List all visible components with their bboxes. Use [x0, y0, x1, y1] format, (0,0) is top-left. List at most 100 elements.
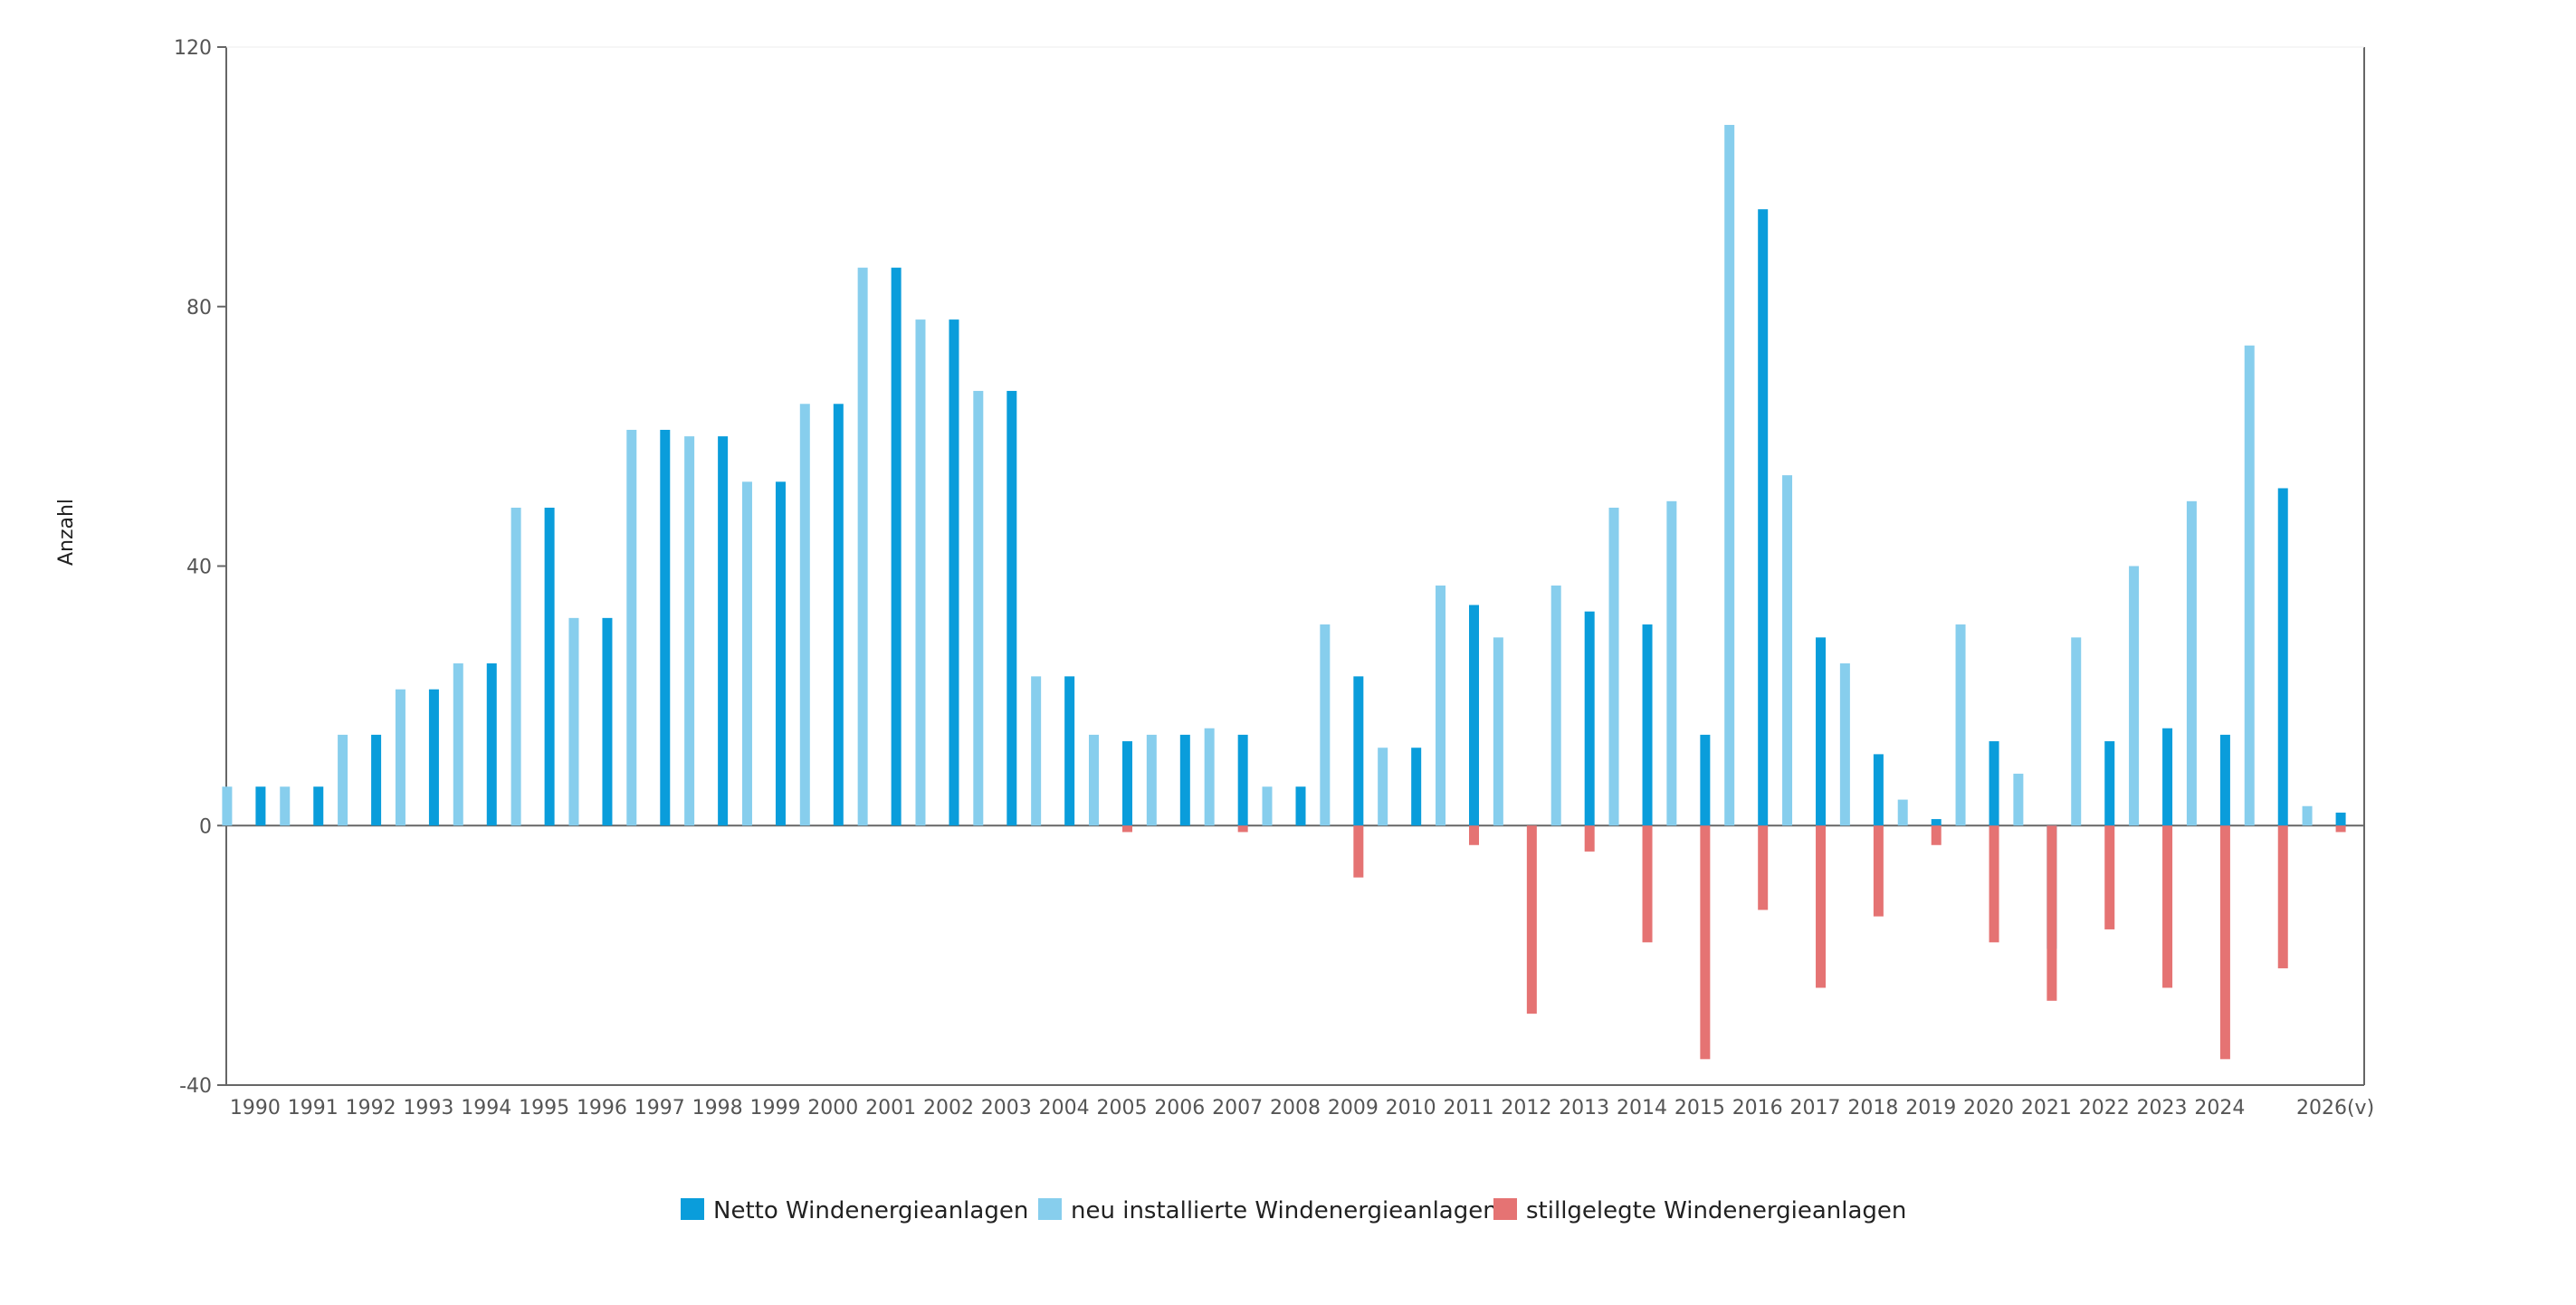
bar-stillgelegte-2007: [1237, 825, 1248, 833]
y-tick-label: 80: [186, 297, 212, 319]
bar-netto-2023: [2162, 728, 2173, 826]
bar-netto-2006: [1179, 734, 1190, 826]
bar-netto-2013: [1584, 611, 1595, 826]
x-tick-label: 2026(v): [2296, 1097, 2374, 1119]
bar-netto-1995: [544, 507, 555, 826]
bar-netto-1996: [602, 617, 613, 826]
bar-neu-1999: [741, 481, 752, 826]
bar-neu-1998: [684, 436, 695, 826]
bar-netto-2018: [1873, 754, 1884, 826]
bar-neu-1992: [338, 734, 348, 826]
bar-neu-1995: [510, 507, 521, 826]
bar-neu-2012: [1493, 637, 1503, 826]
bar-neu-2000: [799, 404, 810, 826]
legend-label: stillgelegte Windenergieanlagen: [1526, 1197, 1906, 1224]
x-tick-label: 2000: [807, 1097, 858, 1119]
bar-neu-2006: [1146, 734, 1157, 826]
bar-neu-1993: [395, 689, 405, 826]
y-tick-label: -40: [179, 1075, 212, 1098]
legend: Netto Windenergieanlagen neu installierte…: [681, 1197, 1906, 1224]
bar-netto-2007: [1237, 734, 1248, 826]
y-axis-title: Anzahl: [55, 499, 78, 566]
bar-netto-2016: [1758, 209, 1769, 826]
bar-netto-2011: [1469, 605, 1480, 826]
bar-neu-2024: [2186, 500, 2197, 826]
bar-stillgelegte-2009: [1353, 825, 1364, 878]
bar-stillgelegte-2005: [1121, 825, 1132, 833]
bar-neu-2003: [973, 390, 984, 826]
bar-netto-1992: [371, 734, 382, 826]
bar-stillgelegte-2011: [1469, 825, 1480, 845]
bar-stillgelegte-unlabeled: [2277, 825, 2288, 968]
bar-netto-2022: [2104, 741, 2115, 826]
x-tick-label: 2023: [2137, 1097, 2188, 1119]
bar-neu-2018: [1839, 663, 1850, 826]
axes: [217, 46, 2365, 1086]
bar-neu-2011: [1436, 586, 1446, 826]
x-tick-label: 2005: [1096, 1097, 1147, 1119]
x-tick-label: 2007: [1212, 1097, 1263, 1119]
bar-netto-2015: [1700, 734, 1711, 826]
bar-stillgelegte-2016: [1758, 825, 1769, 910]
x-tick-label: 2020: [1963, 1097, 2014, 1119]
x-tick-label: 1990: [230, 1097, 281, 1119]
x-tick-label: 1993: [403, 1097, 453, 1119]
bar-stillgelegte-2014: [1642, 825, 1653, 943]
bar-netto-2001: [891, 267, 902, 826]
x-tick-label: 2011: [1444, 1097, 1494, 1119]
bar-netto-2009: [1353, 676, 1364, 826]
x-tick-label: 2001: [865, 1097, 916, 1119]
bar-neu-1997: [626, 429, 637, 826]
bar-stillgelegte-2015: [1700, 825, 1711, 1060]
bar-netto-2008: [1295, 786, 1306, 826]
bar-netto-2014: [1642, 624, 1653, 826]
x-tick-label: 2024: [2194, 1097, 2245, 1119]
x-tick-label: 2019: [1905, 1097, 1956, 1119]
bar-netto-1999: [775, 481, 786, 826]
bar-neu-2022: [2071, 637, 2082, 826]
bar-netto-2019: [1931, 819, 1942, 826]
bar-neu-2005: [1088, 734, 1099, 826]
bar-netto-1998: [718, 436, 729, 826]
bar-stillgelegte-2018: [1873, 825, 1884, 917]
bar-neu-2016: [1724, 125, 1735, 826]
bar-netto-1994: [486, 663, 497, 826]
bar-neu-1994: [453, 663, 463, 826]
bar-netto-2002: [949, 319, 959, 826]
bar-netto-1990: [255, 786, 266, 826]
bar-netto-2004: [1064, 676, 1075, 826]
x-tick-label: 2022: [2079, 1097, 2130, 1119]
x-tick-label: 2018: [1847, 1097, 1898, 1119]
bar-neu-2008: [1262, 786, 1273, 826]
bar-stillgelegte-2023: [2162, 825, 2173, 988]
x-tick-label: 2010: [1386, 1097, 1436, 1119]
bar-netto-1993: [428, 689, 439, 826]
bar-neu-1991: [280, 786, 291, 826]
bar-stillgelegte-2026(v): [2335, 825, 2346, 833]
y-tick-label: 120: [174, 37, 212, 60]
x-tick-label: 1995: [519, 1097, 569, 1119]
x-tick-label: 2003: [981, 1097, 1032, 1119]
bar-neu-2014: [1608, 507, 1619, 826]
bar-neu-2019: [1897, 799, 1908, 826]
legend-swatch: [1038, 1198, 1062, 1220]
x-tick-label: 2014: [1617, 1097, 1667, 1119]
bar-netto-2026(v): [2335, 812, 2346, 826]
bar-neu-2020: [1955, 624, 1966, 826]
bar-neu-2013: [1550, 586, 1561, 826]
bar-netto-1991: [313, 786, 324, 826]
bar-neu-2021: [2013, 773, 2024, 826]
bar-neu-2001: [857, 267, 868, 826]
bar-stillgelegte-2024: [2219, 825, 2230, 1060]
bar-neu-unlabeled: [2244, 345, 2255, 826]
bar-neu-1996: [568, 617, 579, 826]
bar-netto-unlabeled: [2277, 488, 2288, 826]
bar-stillgelegte-2022: [2104, 825, 2115, 929]
bar-netto-2000: [833, 404, 844, 826]
x-tick-label: 2016: [1732, 1097, 1783, 1119]
x-tick-label: 2006: [1154, 1097, 1205, 1119]
bar-neu-2002: [915, 319, 926, 826]
bars: [222, 125, 2346, 1060]
x-tick-label: 2012: [1501, 1097, 1551, 1119]
